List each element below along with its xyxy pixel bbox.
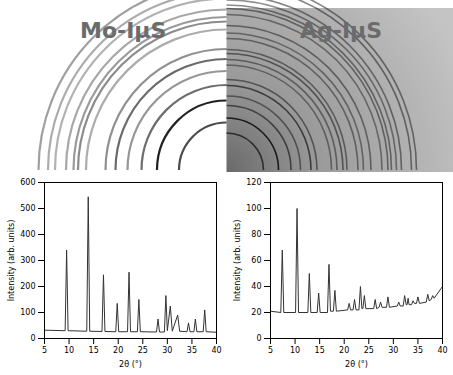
svg-text:200: 200 [20, 282, 35, 291]
svg-text:25: 25 [138, 346, 148, 355]
svg-text:40: 40 [251, 282, 261, 291]
svg-text:30: 30 [162, 346, 172, 355]
svg-text:80: 80 [251, 230, 261, 239]
svg-text:2θ (°): 2θ (°) [345, 360, 368, 369]
svg-text:35: 35 [413, 346, 423, 355]
svg-text:0: 0 [256, 334, 261, 343]
svg-text:120: 120 [246, 178, 261, 187]
svg-text:10: 10 [64, 346, 74, 355]
svg-text:30: 30 [388, 346, 398, 355]
svg-text:15: 15 [89, 346, 99, 355]
svg-text:100: 100 [20, 308, 35, 317]
svg-text:400: 400 [20, 230, 35, 239]
svg-text:Intensity (arb. units): Intensity (arb. units) [233, 220, 242, 302]
svg-text:100: 100 [246, 204, 261, 213]
svg-text:20: 20 [339, 346, 349, 355]
svg-text:0: 0 [30, 334, 35, 343]
svg-text:Intensity (arb. units): Intensity (arb. units) [7, 220, 16, 302]
svg-text:5: 5 [42, 346, 47, 355]
svg-text:60: 60 [251, 256, 261, 265]
svg-text:Ag-IμS: Ag-IμS [300, 18, 382, 43]
svg-text:600: 600 [20, 178, 35, 187]
svg-text:300: 300 [20, 256, 35, 265]
svg-text:20: 20 [251, 308, 261, 317]
svg-text:40: 40 [437, 346, 447, 355]
svg-text:15: 15 [315, 346, 325, 355]
svg-text:20: 20 [113, 346, 123, 355]
svg-text:35: 35 [187, 346, 197, 355]
svg-text:500: 500 [20, 204, 35, 213]
svg-text:25: 25 [364, 346, 374, 355]
svg-text:40: 40 [211, 346, 221, 355]
svg-text:2θ (°): 2θ (°) [119, 360, 142, 369]
svg-text:Mo-IμS: Mo-IμS [80, 18, 166, 43]
svg-text:10: 10 [290, 346, 300, 355]
svg-text:5: 5 [268, 346, 273, 355]
